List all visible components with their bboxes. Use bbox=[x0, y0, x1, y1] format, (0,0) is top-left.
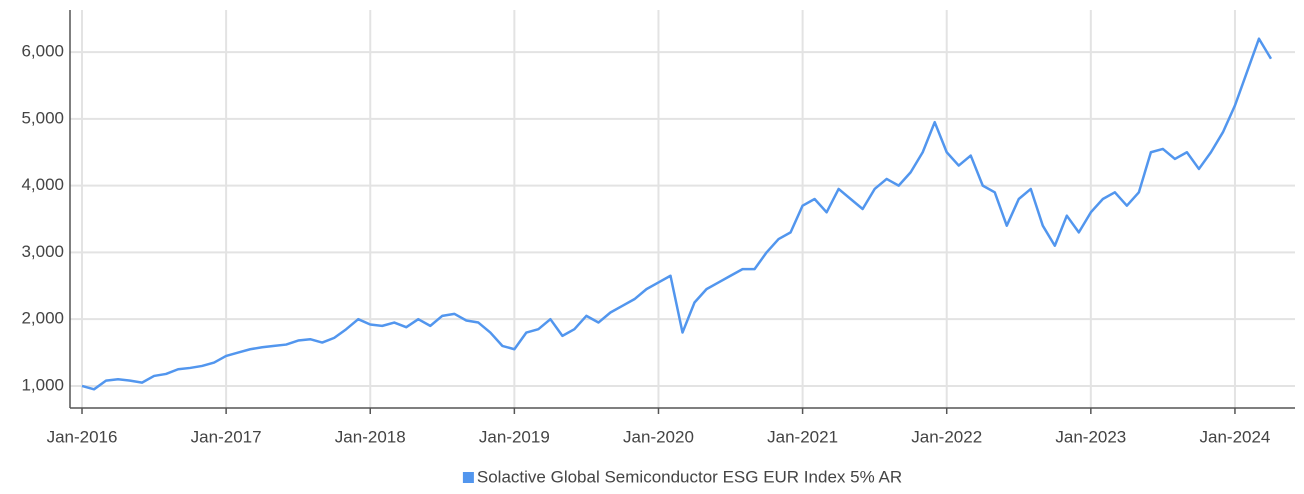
x-tick-label: Jan-2024 bbox=[1200, 427, 1271, 446]
x-tick-label: Jan-2019 bbox=[479, 427, 550, 446]
x-tick-label: Jan-2020 bbox=[623, 427, 694, 446]
y-tick-label: 3,000 bbox=[21, 242, 64, 261]
line bbox=[81, 37, 1273, 391]
x-tick-label: Jan-2017 bbox=[191, 427, 262, 446]
x-tick-label: Jan-2018 bbox=[335, 427, 406, 446]
y-tick-label: 2,000 bbox=[21, 309, 64, 328]
y-tick-label: 4,000 bbox=[21, 175, 64, 194]
legend-swatch bbox=[462, 472, 474, 483]
x-tick-label: Jan-2022 bbox=[911, 427, 982, 446]
x-tick-label: Jan-2016 bbox=[47, 427, 118, 446]
y-tick-label: 5,000 bbox=[21, 108, 64, 127]
y-tick-label: 1,000 bbox=[21, 375, 64, 394]
x-tick-label: Jan-2021 bbox=[767, 427, 838, 446]
x-tick-label: Jan-2023 bbox=[1055, 427, 1126, 446]
y-tick-label: 6,000 bbox=[21, 42, 64, 61]
legend-label: Solactive Global Semiconductor ESG EUR I… bbox=[477, 467, 902, 486]
